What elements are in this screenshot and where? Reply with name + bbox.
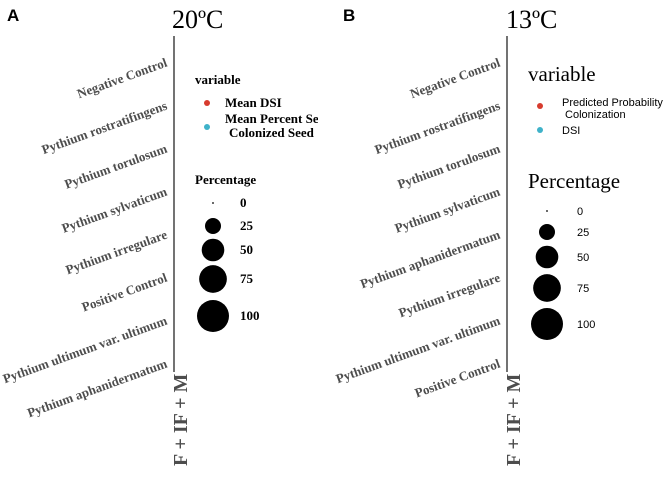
panel-a-legend-key-mean-dsi bbox=[204, 100, 210, 106]
panel-a-legend-key-colonized bbox=[204, 124, 210, 130]
panel-a-size-key-0 bbox=[212, 202, 214, 204]
panel-a-size-key-label-0: 0 bbox=[240, 195, 247, 210]
panel-b-size-key-0 bbox=[546, 210, 548, 212]
panel-a-title: 20ºC bbox=[172, 5, 223, 34]
panel-a-letter: A bbox=[7, 6, 19, 25]
panel-a-legend-size-keys: 0 25 50 75 100 bbox=[197, 195, 260, 332]
panel-a-category-label-pythium-sylvaticum: Pythium sylvaticum bbox=[60, 184, 169, 236]
panel-a-size-key-50 bbox=[201, 238, 225, 262]
panel-a-legend-label-colonized-line1: Mean Percent Se bbox=[225, 111, 319, 126]
panel-b-legend-color-title: variable bbox=[528, 62, 596, 86]
panel-b-size-key-100 bbox=[531, 308, 563, 340]
panel-b-x-tick-label: F + IF + M bbox=[503, 373, 525, 466]
panel-b-category-label-pythium-torulosum: Pythium torulosum bbox=[395, 141, 502, 192]
panel-b-size-key-label-100: 100 bbox=[577, 319, 595, 331]
panel-a-legend: variable Mean DSI Mean Percent Se Coloni… bbox=[195, 72, 319, 332]
panel-a-category-label-negative-control: Negative Control bbox=[75, 55, 169, 102]
panel-b-size-key-25 bbox=[539, 224, 555, 240]
panel-b-legend-key-dsi bbox=[537, 127, 543, 133]
panel-a-size-key-label-25: 25 bbox=[240, 218, 254, 233]
panel-b-legend-label-predicted-line2: Colonization bbox=[562, 109, 626, 121]
panel-a-category-label-positive-control: Positive Control bbox=[80, 270, 170, 315]
panel-b-legend-size-keys: 0 25 50 75 100 bbox=[531, 206, 595, 340]
panel-a-size-key-label-75: 75 bbox=[240, 271, 254, 286]
panel-b-size-key-75 bbox=[533, 274, 561, 302]
panel-a-legend-label-mean-dsi: Mean DSI bbox=[225, 95, 282, 110]
panel-b-title: 13ºC bbox=[506, 5, 557, 34]
panel-a-category-label-pythium-torulosum: Pythium torulosum bbox=[62, 141, 169, 192]
panel-b-legend-label-dsi: DSI bbox=[562, 125, 580, 137]
panel-a-legend-label-colonized-line2: Colonized Seed bbox=[229, 125, 315, 140]
panel-a-size-key-label-100: 100 bbox=[240, 308, 260, 323]
panel-a-size-key-75 bbox=[199, 265, 227, 293]
panel-a-x-tick-label: F + IF + M bbox=[170, 373, 192, 466]
panel-b-category-label-negative-control: Negative Control bbox=[408, 55, 502, 102]
panel-b-size-key-label-25: 25 bbox=[577, 227, 589, 239]
panel-a-legend-size-title: Percentage bbox=[195, 172, 256, 187]
panel-b-letter: B bbox=[343, 6, 355, 25]
panel-b-legend-label-predicted-line1: Predicted Probability bbox=[562, 97, 663, 109]
panel-b-category-label-positive-control: Positive Control bbox=[413, 356, 503, 401]
panel-a-legend-label-clip: Mean Percent Se Colonized Seed bbox=[225, 111, 319, 140]
panel-a-legend-color-title: variable bbox=[195, 72, 241, 87]
panel-a-size-key-25 bbox=[205, 218, 221, 234]
panel-b-legend-key-predicted bbox=[537, 103, 543, 109]
panel-b-category-label-pythium-sylvaticum: Pythium sylvaticum bbox=[393, 184, 502, 236]
panel-b-category-label-pythium-irregulare: Pythium irregulare bbox=[397, 270, 503, 321]
panel-a-size-key-label-50: 50 bbox=[240, 242, 253, 257]
panel-b-legend: variable Predicted Probability Colonizat… bbox=[528, 62, 663, 340]
panel-b-size-key-50 bbox=[535, 245, 559, 269]
panel-b-size-key-label-75: 75 bbox=[577, 283, 589, 295]
panel-a-size-key-100 bbox=[197, 300, 229, 332]
panel-b-size-key-label-50: 50 bbox=[577, 252, 589, 264]
panel-a-category-label-pythium-irregulare: Pythium irregulare bbox=[64, 227, 170, 278]
panel-b-size-key-label-0: 0 bbox=[577, 206, 583, 218]
panel-b-legend-size-title: Percentage bbox=[528, 169, 620, 193]
